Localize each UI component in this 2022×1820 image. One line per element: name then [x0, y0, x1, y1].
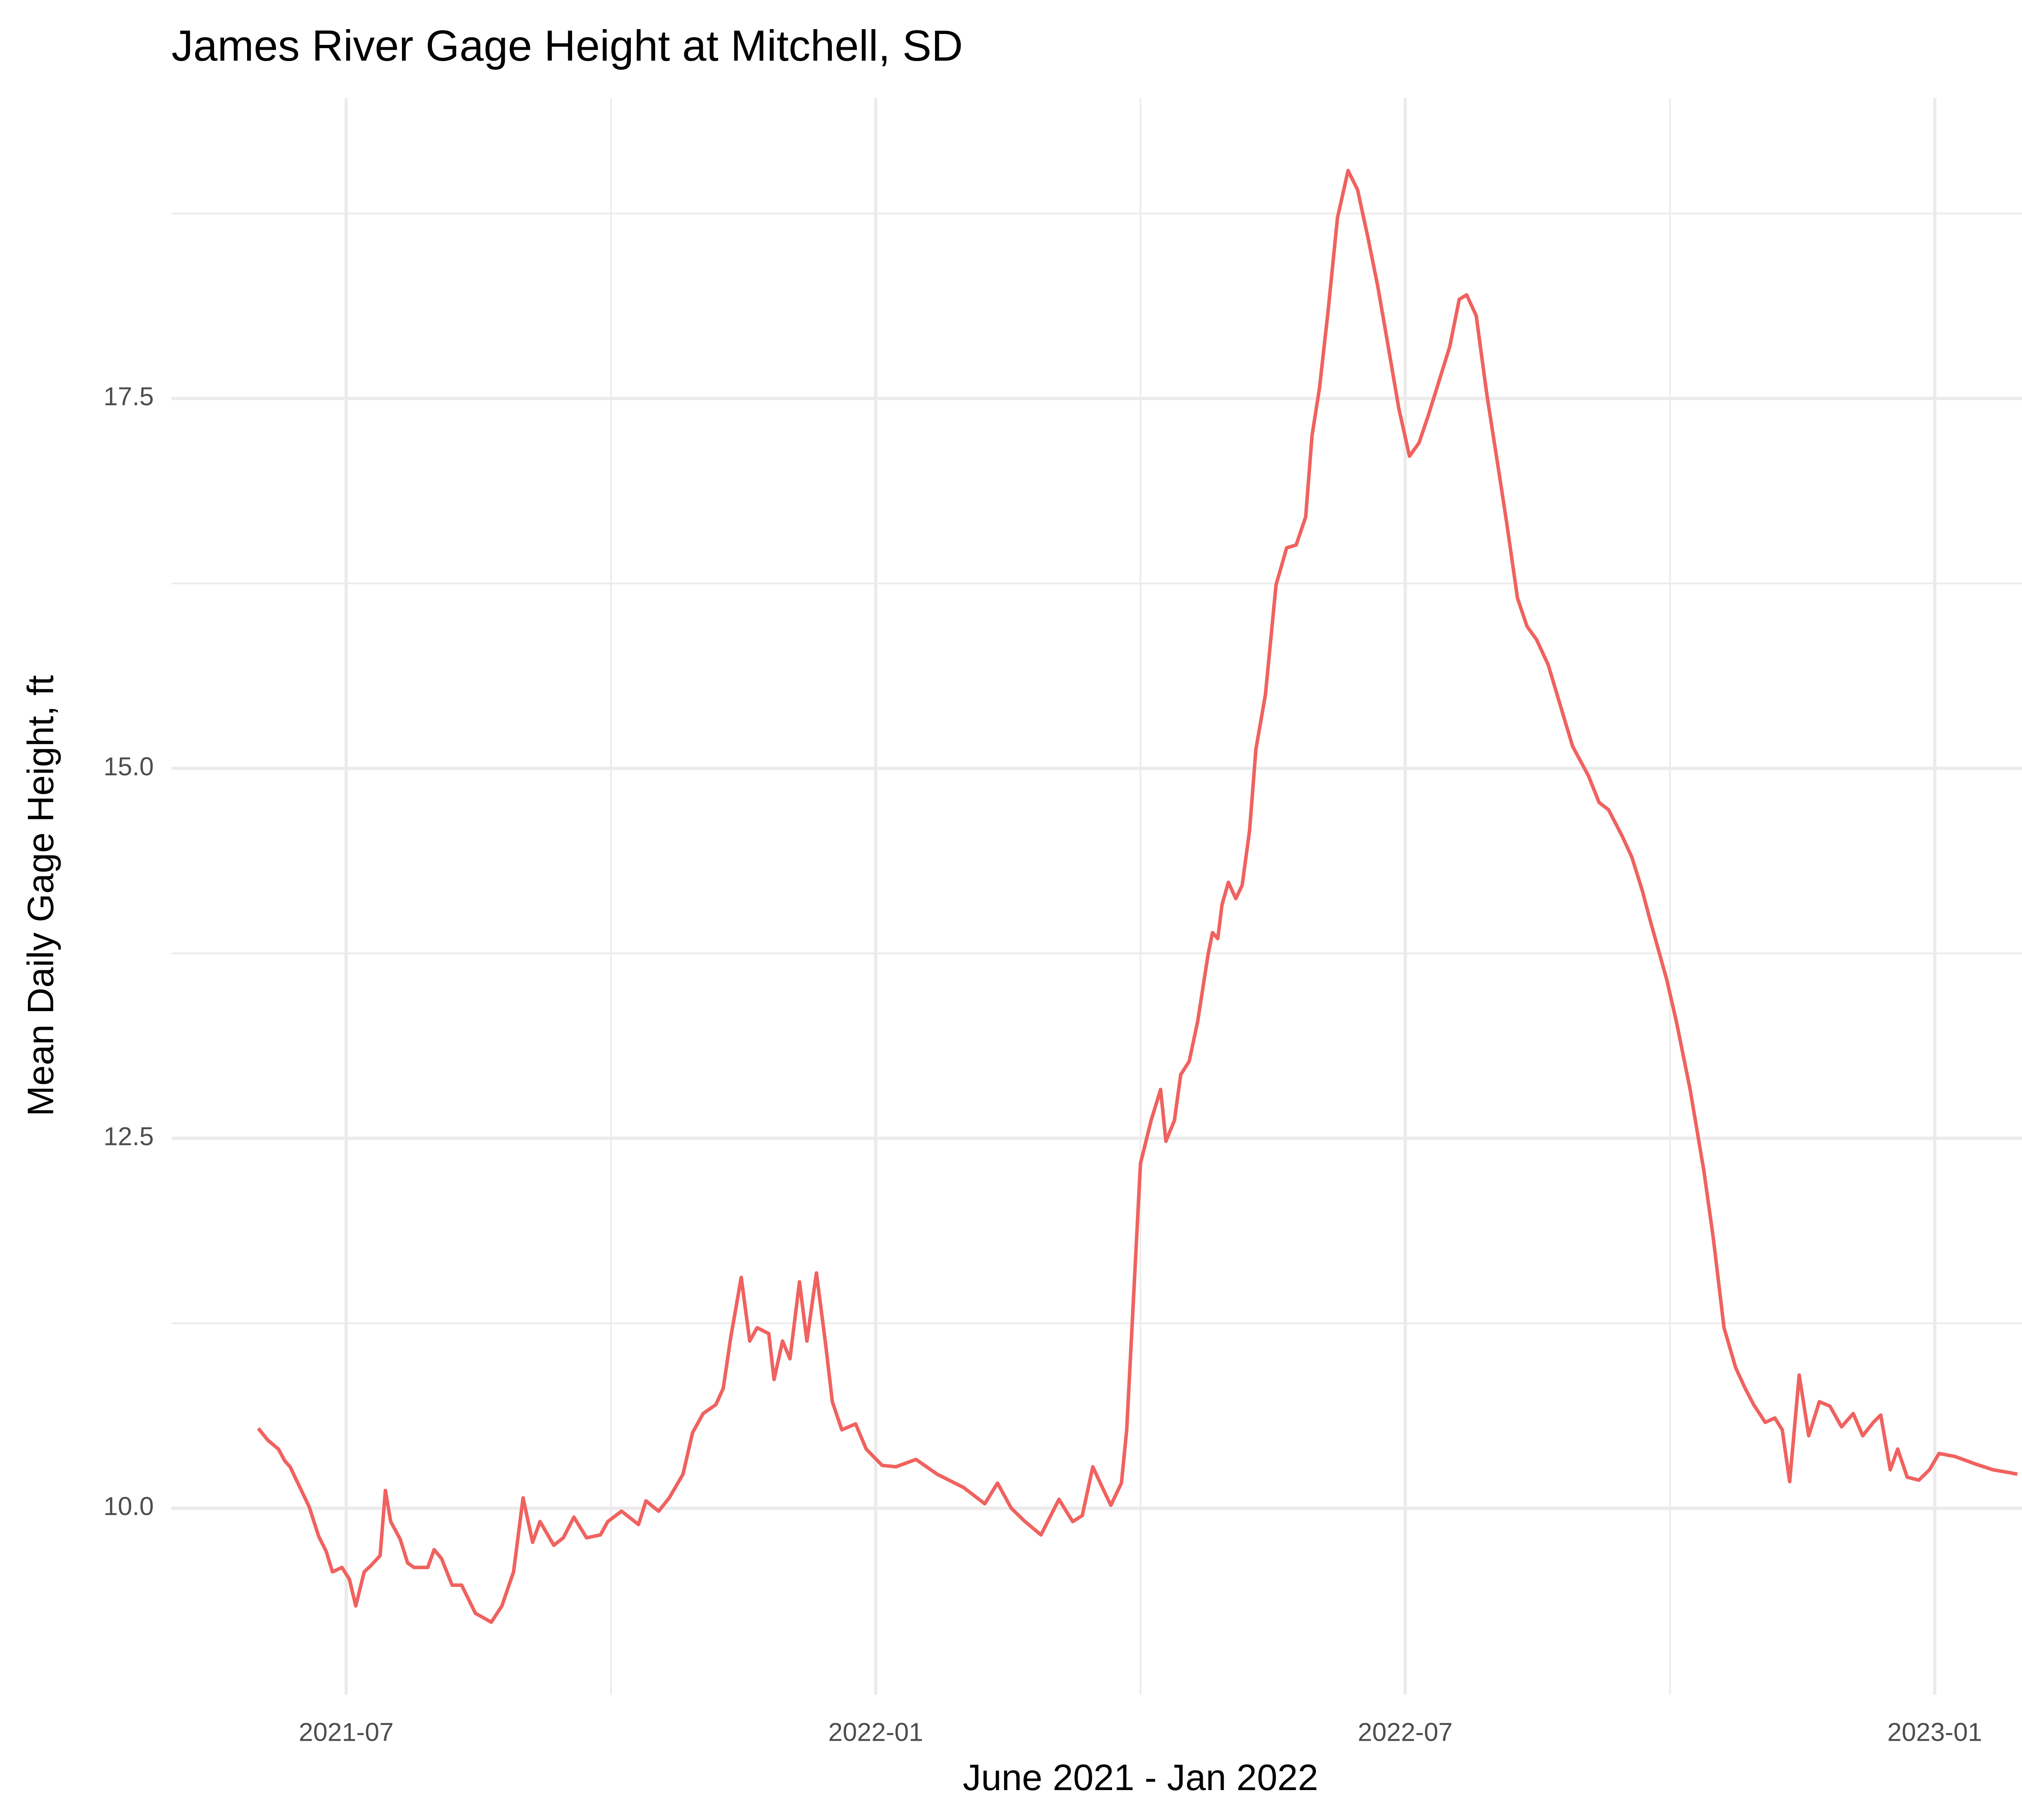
y-tick-label: 12.5 — [104, 1122, 154, 1151]
x-tick-label: 2023-01 — [1887, 1718, 1982, 1747]
y-tick-label: 15.0 — [104, 752, 154, 781]
chart-title: James River Gage Height at Mitchell, SD — [171, 21, 963, 70]
x-tick-label: 2022-07 — [1358, 1718, 1453, 1747]
grid: 10.0 12.5 15.0 17.5 2021-07 2022-01 2022-07 202… — [104, 98, 2022, 1747]
y-tick-label: 17.5 — [104, 382, 154, 411]
y-tick-label: 10.0 — [104, 1492, 154, 1521]
x-tick-label: 2021-07 — [299, 1718, 394, 1747]
x-tick-label: 2022-01 — [828, 1718, 923, 1747]
data-line — [257, 169, 2018, 1624]
x-axis-title: June 2021 - Jan 2022 — [963, 1757, 1318, 1798]
y-axis-title: Mean Daily Gage Height, ft — [21, 675, 61, 1116]
plot-area — [257, 169, 2018, 1624]
